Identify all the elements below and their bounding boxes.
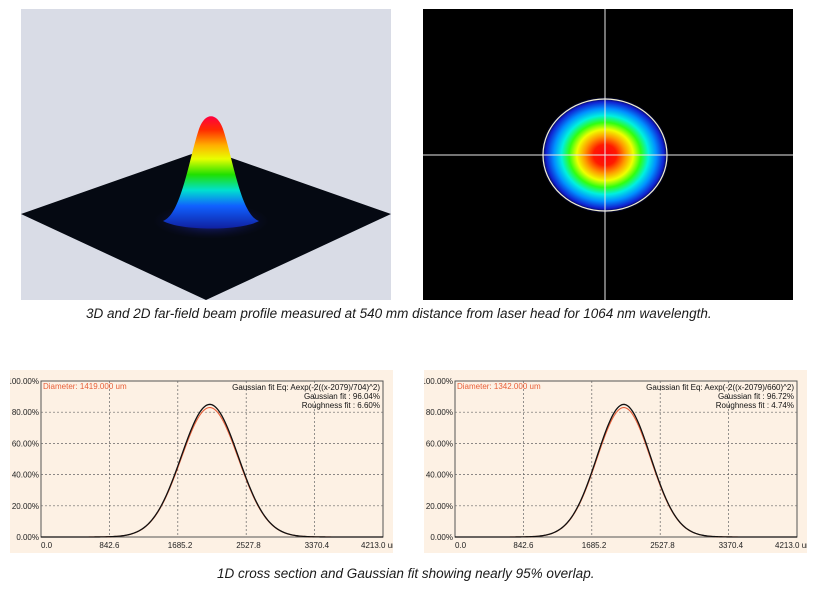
x-tick-label: 4213.0 um: [361, 541, 393, 550]
x-tick-label: 4213.0 um: [775, 541, 807, 550]
x-tick-label: 842.6: [513, 541, 534, 550]
x-tick-label: 2527.8: [650, 541, 675, 550]
y-tick-label: 40.00%: [426, 471, 453, 480]
fit-annotation: Roughness fit : 6.60%: [302, 401, 380, 410]
x-tick-label: 0.0: [41, 541, 53, 550]
diameter-label: Diameter: 1342.000 um: [457, 382, 541, 391]
plot-frame: [454, 380, 798, 538]
y-tick-label: 0.00%: [16, 533, 39, 542]
plot-frame: [40, 380, 384, 538]
beam-profile-3d-graphic: [21, 116, 391, 300]
gaussian-fit-curve: [455, 403, 797, 538]
cross-section-plot-1: 0.0 842.6 1685.2 2527.8 3370.4 4213.0 um 100.0…: [7, 370, 399, 553]
beam-profile-3d: [21, 9, 391, 300]
y-tick-label: 100.00%: [10, 377, 39, 386]
fit-annotation: Gaussian fit : 96.04%: [304, 392, 380, 401]
caption-bottom: 1D cross section and Gaussian fit showin…: [217, 566, 595, 581]
x-tick-label: 1685.2: [168, 541, 193, 550]
y-tick-label: 80.00%: [426, 408, 453, 417]
gaussian-peak: [163, 116, 259, 229]
y-tick-label: 40.00%: [12, 471, 39, 480]
fit-annotation: Gaussian fit Eq: Aexp(-2((x-2079)/704)^2…: [232, 383, 380, 392]
x-tick-label: 2527.8: [236, 541, 261, 550]
x-tick-label: 842.6: [99, 541, 120, 550]
y-tick-label: 20.00%: [426, 502, 453, 511]
y-tick-label: 60.00%: [426, 439, 453, 448]
cross-section-chart-1: 0.0 842.6 1685.2 2527.8 3370.4 4213.0 um 100.0…: [7, 377, 399, 550]
cross-section-chart-2: 0.0 842.6 1685.2 2527.8 3370.4 4213.0 um 100.0…: [421, 377, 813, 550]
diameter-label: Diameter: 1419.000 um: [43, 382, 127, 391]
y-tick-label: 80.00%: [12, 408, 39, 417]
fit-annotation: Gaussian fit Eq: Aexp(-2((x-2079)/660)^2…: [646, 383, 794, 392]
x-tick-label: 1685.2: [582, 541, 607, 550]
cross-section-plot-2: 0.0 842.6 1685.2 2527.8 3370.4 4213.0 um 100.0…: [421, 370, 813, 553]
y-tick-label: 100.00%: [424, 377, 453, 386]
gaussian-fit-curve: [41, 403, 383, 538]
fit-annotation: Roughness fit : 4.74%: [716, 401, 794, 410]
y-tick-label: 60.00%: [12, 439, 39, 448]
fit-annotation: Gaussian fit : 96.72%: [718, 392, 794, 401]
measured-profile-curve: [455, 406, 797, 538]
measured-profile-curve: [41, 406, 383, 538]
x-tick-label: 0.0: [455, 541, 467, 550]
beam-profile-2d-graphic: [423, 9, 793, 300]
x-tick-label: 3370.4: [719, 541, 744, 550]
caption-top: 3D and 2D far-field beam profile measure…: [86, 306, 712, 321]
y-tick-label: 20.00%: [12, 502, 39, 511]
beam-profile-2d: [423, 9, 793, 300]
x-tick-label: 3370.4: [305, 541, 330, 550]
y-tick-label: 0.00%: [430, 533, 453, 542]
